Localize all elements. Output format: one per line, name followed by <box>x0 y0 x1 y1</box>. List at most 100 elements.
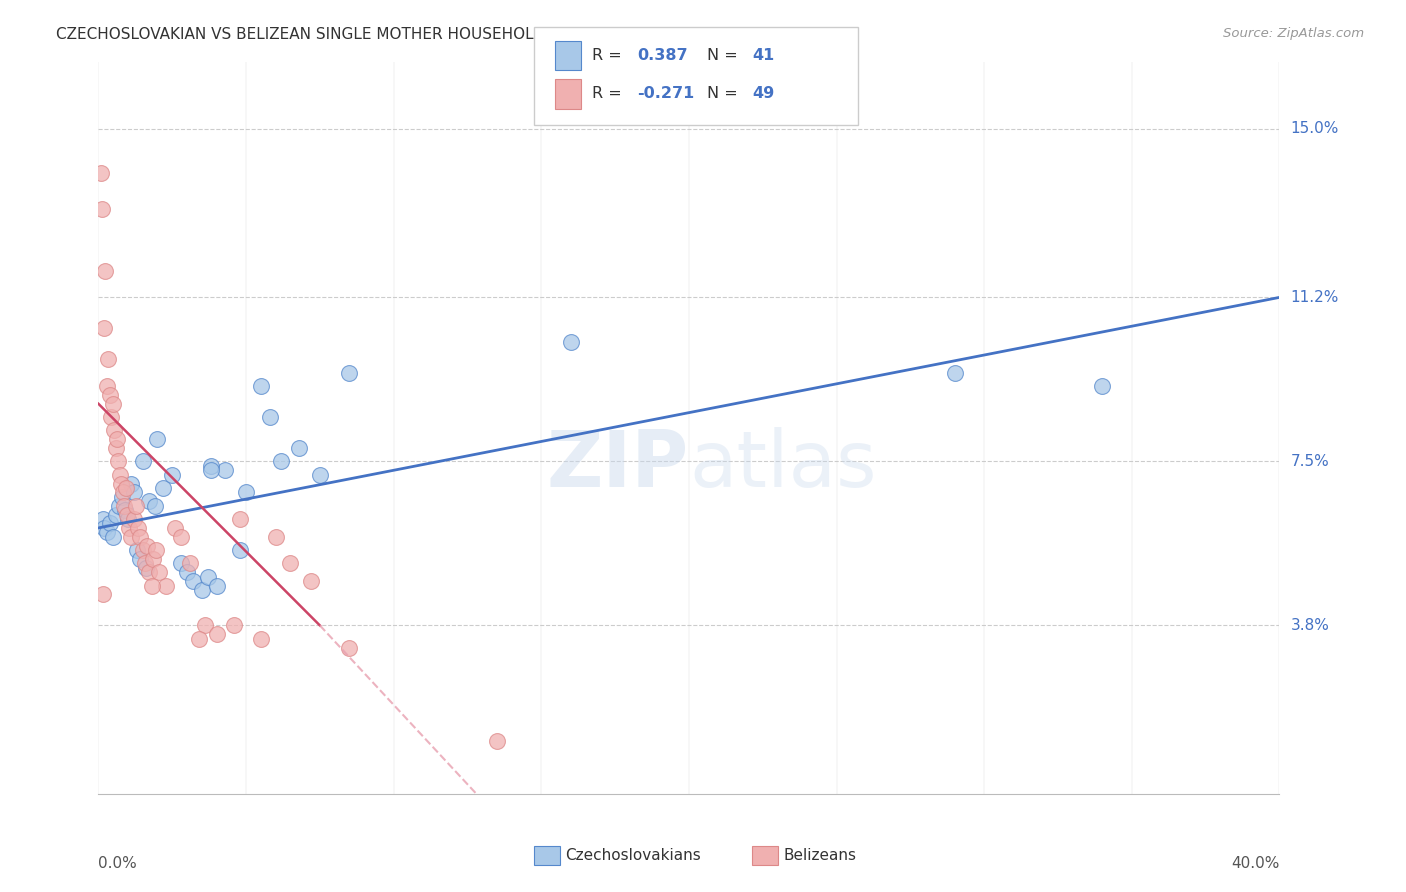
Point <box>288 441 311 455</box>
Text: 11.2%: 11.2% <box>1291 290 1339 305</box>
Point <box>299 574 322 588</box>
Point <box>132 454 155 468</box>
Point <box>280 557 302 571</box>
Text: Czechoslovakians: Czechoslovakians <box>565 848 702 863</box>
Point <box>229 543 252 558</box>
Point <box>96 525 118 540</box>
Point <box>93 321 115 335</box>
Point <box>108 467 131 482</box>
Text: ZIP: ZIP <box>547 426 689 503</box>
Point <box>191 582 214 597</box>
Point <box>114 503 136 517</box>
Point <box>91 512 114 526</box>
Point <box>179 557 201 571</box>
Point <box>98 388 121 402</box>
Point <box>194 618 217 632</box>
Text: N =: N = <box>707 87 744 101</box>
Point <box>110 476 132 491</box>
Text: Source: ZipAtlas.com: Source: ZipAtlas.com <box>1223 27 1364 40</box>
Text: 49: 49 <box>752 87 775 101</box>
Point <box>187 632 209 646</box>
Point <box>181 574 204 588</box>
Point <box>176 566 198 580</box>
Point <box>96 379 118 393</box>
Point <box>1091 379 1114 393</box>
Point <box>205 627 228 641</box>
Point <box>108 499 131 513</box>
Point <box>235 485 257 500</box>
Point <box>270 454 292 468</box>
Text: 7.5%: 7.5% <box>1291 454 1329 469</box>
Point <box>309 467 332 482</box>
Point <box>107 454 129 468</box>
Point <box>91 587 114 601</box>
Point <box>112 499 135 513</box>
Point <box>135 561 157 575</box>
Text: 15.0%: 15.0% <box>1291 121 1339 136</box>
Point <box>259 410 281 425</box>
Point <box>339 366 361 380</box>
Point <box>264 530 287 544</box>
Point <box>120 476 142 491</box>
Point <box>170 557 193 571</box>
Point <box>111 490 134 504</box>
Point <box>143 499 166 513</box>
Point <box>250 379 273 393</box>
Point <box>170 530 193 544</box>
Point <box>97 352 120 367</box>
Text: -0.271: -0.271 <box>637 87 695 101</box>
Point <box>134 557 156 571</box>
Text: 0.387: 0.387 <box>637 48 688 62</box>
Point <box>129 530 152 544</box>
Point <box>103 530 125 544</box>
Text: 41: 41 <box>752 48 775 62</box>
Point <box>128 552 150 566</box>
Point <box>117 512 139 526</box>
Point <box>229 512 252 526</box>
Point <box>98 516 121 531</box>
Text: N =: N = <box>707 48 744 62</box>
Text: R =: R = <box>592 87 627 101</box>
Point <box>560 334 582 349</box>
Point <box>138 566 160 580</box>
Point <box>155 578 177 592</box>
Point <box>127 521 149 535</box>
Point <box>145 543 167 558</box>
Point <box>101 397 124 411</box>
Point <box>197 569 219 583</box>
Point <box>121 530 143 544</box>
Point <box>114 481 136 495</box>
Point <box>205 578 228 592</box>
Text: CZECHOSLOVAKIAN VS BELIZEAN SINGLE MOTHER HOUSEHOLDS CORRELATION CHART: CZECHOSLOVAKIAN VS BELIZEAN SINGLE MOTHE… <box>56 27 725 42</box>
Point <box>141 578 163 592</box>
Point <box>148 566 170 580</box>
Point <box>146 432 169 446</box>
Text: R =: R = <box>592 48 627 62</box>
Point <box>103 423 125 437</box>
Point <box>132 543 155 558</box>
Point <box>138 494 160 508</box>
Point <box>142 552 165 566</box>
Point <box>943 366 966 380</box>
Point <box>165 521 187 535</box>
Point <box>162 467 183 482</box>
Point <box>152 481 174 495</box>
Point <box>122 485 145 500</box>
Point <box>200 463 222 477</box>
Point <box>122 512 145 526</box>
Point <box>486 733 509 747</box>
Text: 0.0%: 0.0% <box>98 856 138 871</box>
Point <box>111 485 134 500</box>
Point <box>105 432 128 446</box>
Point <box>250 632 273 646</box>
Point <box>93 521 115 535</box>
Point <box>100 410 122 425</box>
Point <box>125 499 148 513</box>
Point <box>125 543 148 558</box>
Text: atlas: atlas <box>689 426 876 503</box>
Point <box>224 618 246 632</box>
Text: Belizeans: Belizeans <box>783 848 856 863</box>
Point <box>90 166 112 180</box>
Point <box>339 640 361 655</box>
Point <box>136 539 159 553</box>
